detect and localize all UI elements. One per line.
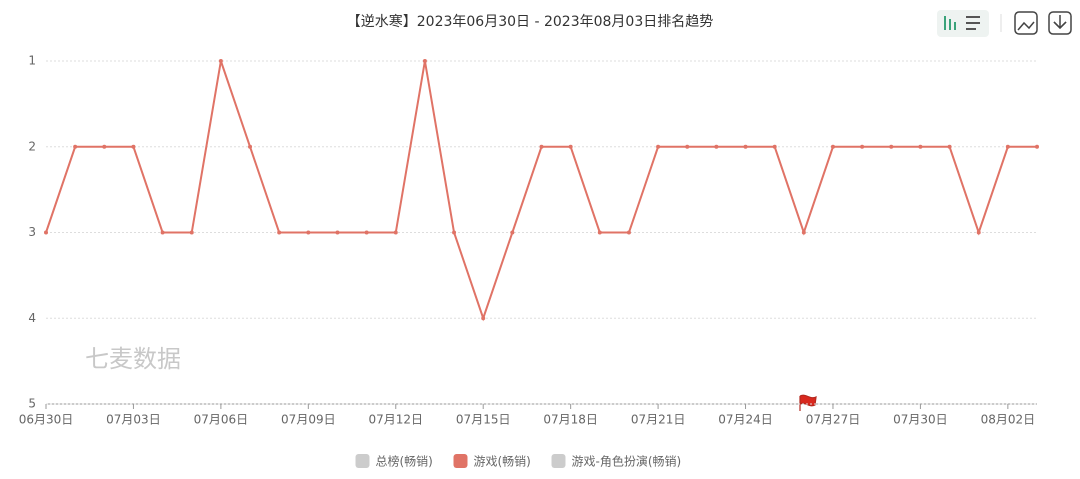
x-tick-label: 08月02日	[981, 413, 1036, 427]
legend: 总榜(畅销) 游戏(畅销) 游戏-角色扮演(畅销)	[355, 454, 682, 469]
icon	[1017, 21, 1035, 31]
point	[626, 230, 631, 235]
download[interactable]	[1048, 11, 1072, 35]
x-tick-label: 07月03日	[106, 413, 161, 427]
point	[947, 144, 952, 149]
point	[772, 144, 777, 149]
save-image[interactable]	[1014, 11, 1038, 35]
point	[510, 230, 515, 235]
point	[830, 144, 835, 149]
point	[976, 230, 981, 235]
point	[1035, 144, 1039, 149]
x-tick-label: 07月24日	[718, 413, 773, 427]
point	[452, 230, 457, 235]
icon	[966, 28, 976, 30]
point	[364, 230, 369, 235]
point	[743, 144, 748, 149]
chart-title: 【逆水寒】2023年06月30日 - 2023年08月03日排名趋势	[347, 13, 713, 30]
x-tick-label: 07月27日	[806, 413, 861, 427]
legend-swatch	[453, 454, 468, 468]
point	[1005, 144, 1010, 149]
point	[714, 144, 719, 149]
toolbar	[937, 10, 1072, 37]
series-line	[45, 60, 1037, 322]
point	[44, 230, 48, 235]
x-tick-label: 07月12日	[368, 413, 423, 427]
point	[102, 144, 107, 149]
point	[860, 144, 865, 149]
point	[160, 230, 165, 235]
icon	[966, 22, 980, 24]
point	[685, 144, 690, 149]
legend-swatch	[551, 454, 566, 468]
icon	[954, 22, 956, 30]
x-tick-label: 07月30日	[893, 413, 948, 427]
point	[889, 144, 894, 149]
y-tick-label: 4	[28, 311, 36, 325]
point	[335, 230, 340, 235]
x-tick-label: 07月06日	[194, 413, 249, 427]
y-tick-label: 3	[28, 225, 36, 239]
legend-item[interactable]: 游戏(畅销)	[453, 454, 531, 469]
legend-item[interactable]: 游戏-角色扮演(畅销)	[551, 454, 682, 469]
point	[422, 59, 427, 63]
point	[801, 230, 806, 235]
icon	[944, 16, 946, 30]
icon	[1053, 15, 1067, 30]
event-flag[interactable]	[799, 394, 817, 411]
legend-label: 游戏-角色扮演(畅销)	[572, 454, 682, 469]
point	[656, 144, 661, 149]
x-tick-label: 07月15日	[456, 413, 511, 427]
legend-label: 总榜(畅销)	[376, 454, 433, 469]
point	[481, 316, 486, 321]
point	[131, 144, 136, 149]
x-tick-label: 06月30日	[19, 413, 74, 427]
legend-item[interactable]: 总榜(畅销)	[355, 454, 433, 469]
icon	[949, 19, 951, 30]
x-tick-label: 07月18日	[543, 413, 598, 427]
point	[539, 144, 544, 149]
y-tick-label: 5	[28, 397, 36, 411]
icon	[966, 16, 980, 18]
y-tick-label: 1	[28, 54, 36, 68]
point	[568, 144, 573, 149]
legend-label: 游戏(畅销)	[474, 455, 531, 469]
watermark: 七麦数据	[85, 345, 181, 373]
point	[218, 59, 223, 63]
x-tick-label: 07月21日	[631, 413, 686, 427]
point	[248, 144, 253, 149]
point	[918, 144, 923, 149]
point	[277, 230, 282, 235]
point	[597, 230, 602, 235]
legend-swatch	[355, 454, 370, 468]
point	[73, 144, 78, 149]
y-tick-label: 2	[28, 139, 36, 153]
point	[393, 230, 398, 235]
x-tick-label: 07月09日	[281, 413, 336, 427]
point	[189, 230, 194, 235]
point	[306, 230, 311, 235]
